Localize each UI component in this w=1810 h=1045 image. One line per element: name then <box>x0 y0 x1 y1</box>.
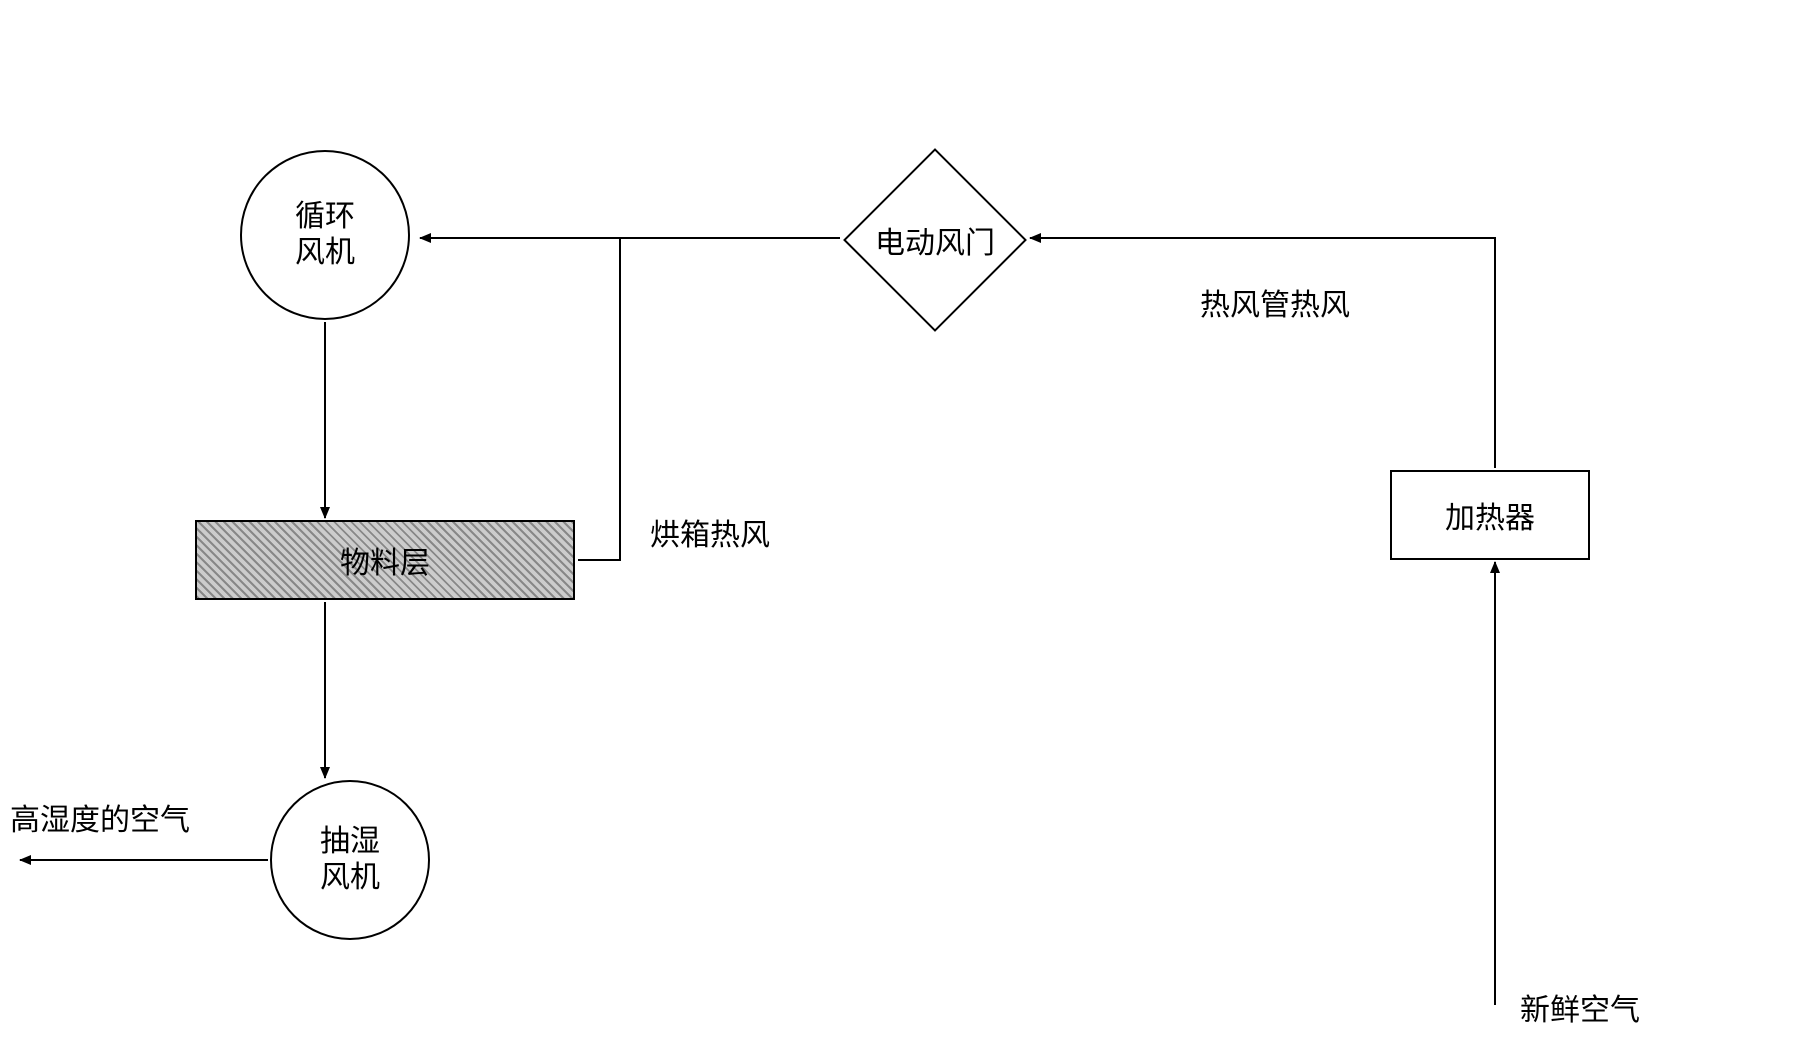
heater-node: 加热器 <box>1390 470 1590 560</box>
dehumid-fan-label-2: 风机 <box>320 860 380 896</box>
damper-node: 电动风门 <box>870 175 1000 305</box>
high-humidity-air-label: 高湿度的空气 <box>10 795 190 839</box>
circulating-fan-node: 循环 风机 <box>240 150 410 320</box>
damper-label: 电动风门 <box>875 218 995 262</box>
dehumid-fan-label-1: 抽湿 <box>320 824 380 860</box>
dehumid-fan-node: 抽湿 风机 <box>270 780 430 940</box>
hot-pipe-air-label: 热风管热风 <box>1200 280 1350 324</box>
heater-label: 加热器 <box>1445 493 1535 537</box>
material-layer-node: 物料层 <box>195 520 575 600</box>
fresh-air-label: 新鲜空气 <box>1520 985 1640 1029</box>
circulating-fan-label-1: 循环 <box>295 199 355 235</box>
circulating-fan-label-2: 风机 <box>295 235 355 271</box>
material-layer-label: 物料层 <box>340 538 430 582</box>
oven-hot-air-label: 烘箱热风 <box>650 510 770 554</box>
